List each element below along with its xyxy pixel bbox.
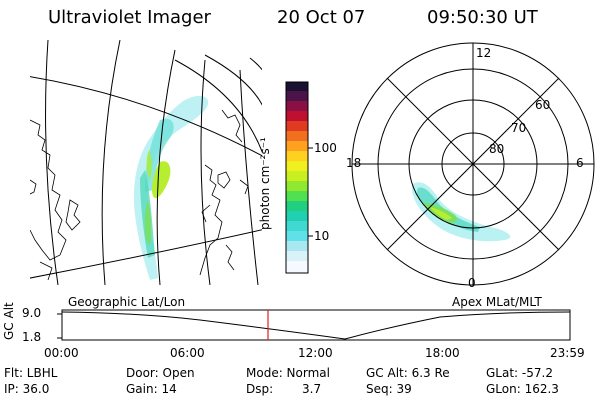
door-label: Door: Open xyxy=(126,366,195,380)
time-label: 09:50:30 UT xyxy=(427,7,538,28)
altitude-plot xyxy=(57,309,571,341)
colorbar xyxy=(285,81,313,274)
filter-label: Flt: LBHL xyxy=(4,366,58,380)
altitude-xtick-1200: 12:00 xyxy=(298,346,333,360)
aurora-emission-geo xyxy=(133,95,209,281)
altitude-xtick-0000: 00:00 xyxy=(44,346,79,360)
polar-mlt-6: 6 xyxy=(576,156,584,170)
dsp-label: Dsp: xyxy=(246,382,274,396)
coastlines xyxy=(30,109,249,281)
altitude-xtick-1800: 18:00 xyxy=(425,346,460,360)
geo-grid xyxy=(30,40,262,285)
polar-mlat-80: 80 xyxy=(489,142,505,156)
geographic-panel-label: Geographic Lat/Lon xyxy=(68,295,186,309)
glon-label: GLon: 162.3 xyxy=(486,382,559,396)
dsp-value: 3.7 xyxy=(302,382,322,396)
aurora-emission-polar xyxy=(411,182,511,242)
polar-mlat-60: 60 xyxy=(535,98,551,112)
colorbar-tick-10: 10 xyxy=(314,229,330,243)
instrument-title: Ultraviolet Imager xyxy=(48,7,211,28)
polar-mlt-0: 0 xyxy=(468,276,476,290)
date-label: 20 Oct 07 xyxy=(277,7,366,28)
polar-grid xyxy=(351,42,595,286)
gain-label: Gain: 14 xyxy=(126,382,177,396)
altitude-xtick-2359: 23:59 xyxy=(550,346,585,360)
altitude-ytick-1-8: 1.8 xyxy=(22,330,42,344)
altitude-xtick-0600: 06:00 xyxy=(170,346,205,360)
polar-mlat-70: 70 xyxy=(511,121,527,135)
mode-label: Mode: Normal xyxy=(246,366,330,380)
seq-label: Seq: 39 xyxy=(366,382,412,396)
altitude-ytick-9: 9.0 xyxy=(22,306,42,320)
polar-mlt-12: 12 xyxy=(476,46,492,60)
glat-label: GLat: -57.2 xyxy=(486,366,553,380)
colorbar-tick-100: 100 xyxy=(314,141,337,155)
polar-panel-label: Apex MLat/MLT xyxy=(452,295,542,309)
geographic-map xyxy=(30,40,262,285)
ip-label: IP: 36.0 xyxy=(4,382,50,396)
polar-mlt-18: 18 xyxy=(346,156,362,170)
altitude-ylabel: GC Alt xyxy=(2,302,16,340)
gc-alt-label: GC Alt: 6.3 Re xyxy=(366,366,450,380)
polar-plot xyxy=(351,42,595,286)
colorbar-unit-label: photon cm⁻²s⁻¹ xyxy=(258,137,272,230)
